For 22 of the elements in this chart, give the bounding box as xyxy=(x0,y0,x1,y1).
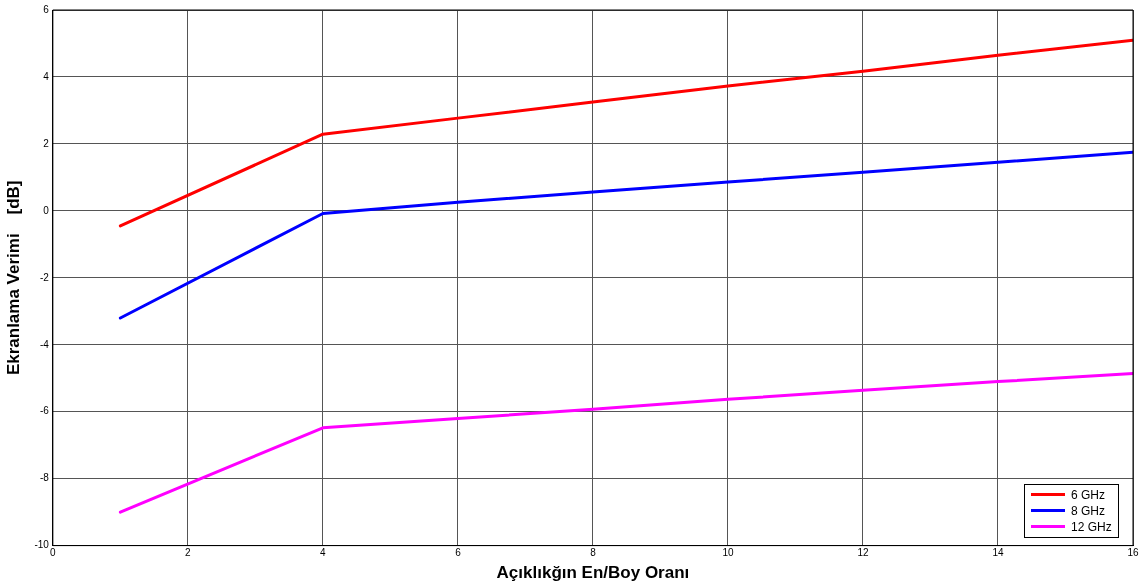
x-tick-label: 6 xyxy=(455,547,462,559)
y-tick-label: -2 xyxy=(39,271,50,283)
x-tick-label: 12 xyxy=(857,547,869,559)
legend-label: 6 GHz xyxy=(1071,487,1106,502)
y-tick-label: -8 xyxy=(39,472,50,484)
x-tick-label: 2 xyxy=(185,547,192,559)
x-tick-label: 10 xyxy=(722,547,734,559)
y-tick-label: -10 xyxy=(34,539,50,551)
y-tick-label: 0 xyxy=(43,204,50,216)
y-tick-label: 2 xyxy=(43,137,50,149)
x-tick-label: 8 xyxy=(590,547,597,559)
legend-label: 8 GHz xyxy=(1071,503,1106,518)
x-tick-label: 16 xyxy=(1127,547,1139,559)
x-tick-label: 4 xyxy=(320,547,327,559)
y-tick-label: -6 xyxy=(39,405,50,417)
y-axis-title: Ekranlama Verimi [dB] xyxy=(3,180,23,376)
x-axis-title: Açıklıkğın En/Boy Oranı xyxy=(496,563,690,583)
y-tick-label: 4 xyxy=(43,70,50,82)
y-tick-label: 6 xyxy=(43,3,50,15)
legend-label: 12 GHz xyxy=(1071,519,1112,534)
x-tick-label: 14 xyxy=(992,547,1004,559)
y-tick-label: -4 xyxy=(39,338,50,350)
